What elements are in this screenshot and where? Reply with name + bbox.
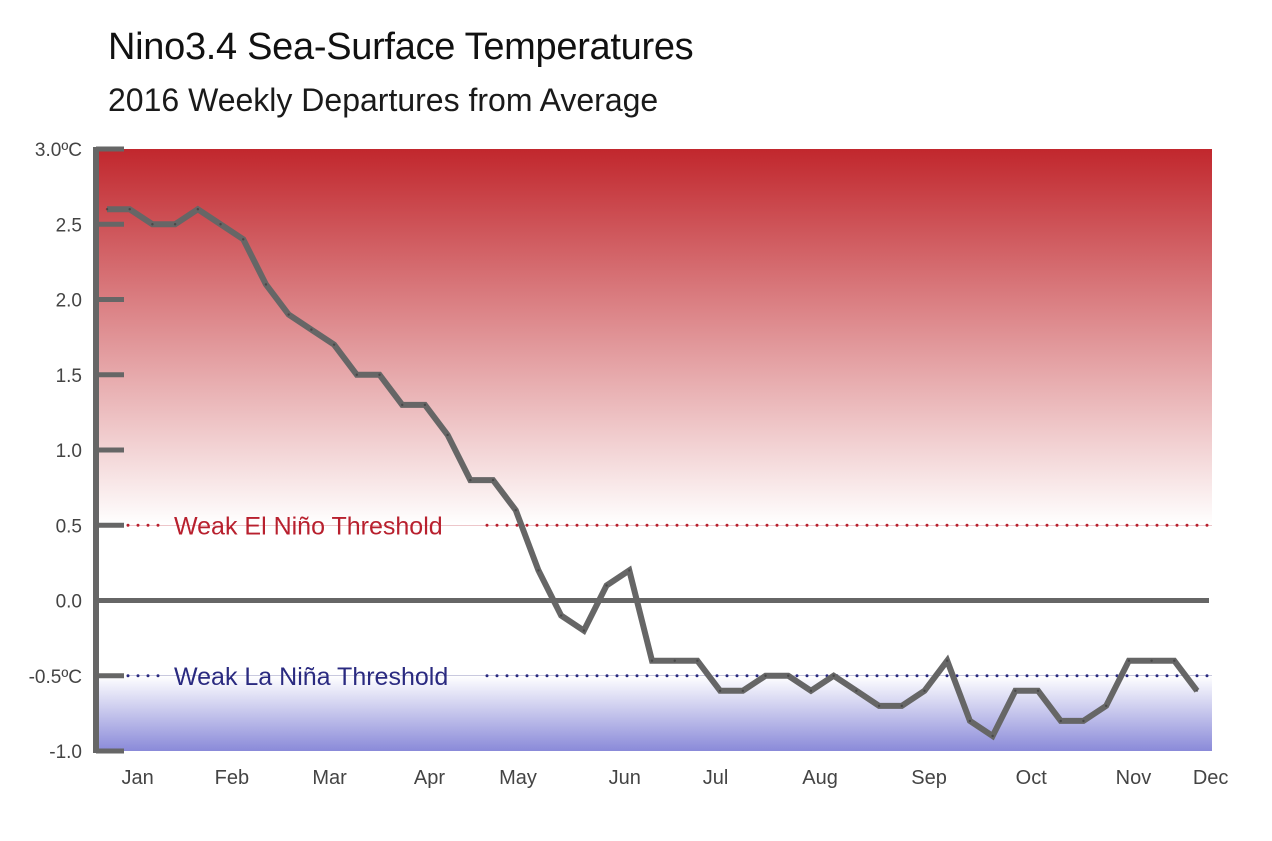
y-tick-label: -1.0 — [49, 742, 82, 763]
y-tick-label: 2.0 — [56, 291, 82, 312]
data-point — [446, 433, 449, 437]
data-point — [196, 208, 200, 211]
data-point — [946, 659, 949, 662]
chart-title: Nino3.4 Sea-Surface Temperatures — [108, 26, 694, 68]
data-point — [718, 689, 722, 692]
data-point — [491, 478, 495, 482]
data-point — [151, 223, 154, 226]
data-point — [514, 509, 517, 512]
x-tick-label: Sep — [911, 767, 947, 789]
x-tick-label: Oct — [1016, 767, 1048, 789]
data-point — [1036, 689, 1040, 692]
y-tick-label: 2.5 — [56, 215, 82, 236]
data-point — [378, 373, 381, 376]
threshold-la-nina: Weak La Niña Threshold — [126, 663, 1214, 691]
x-tick-label: Apr — [414, 767, 445, 789]
data-point — [173, 223, 177, 226]
data-point — [219, 223, 222, 226]
data-point — [855, 689, 858, 692]
data-point — [809, 689, 813, 692]
x-tick-label: Mar — [312, 767, 347, 789]
data-point — [1104, 704, 1108, 708]
data-point — [469, 478, 472, 482]
data-point — [242, 238, 245, 241]
data-point — [650, 659, 654, 662]
data-point — [673, 659, 676, 662]
data-point — [264, 283, 268, 286]
data-point — [968, 719, 972, 723]
data-point — [423, 403, 427, 407]
data-point — [832, 674, 835, 677]
y-tick-label: 0.0 — [56, 592, 82, 613]
threshold-el-nino: Weak El Niño Threshold — [126, 512, 1214, 540]
y-tick-label: 3.0ºC — [35, 140, 82, 161]
data-point — [1014, 689, 1017, 692]
data-point — [787, 674, 790, 677]
data-point — [537, 569, 540, 572]
y-tick-label: 1.0 — [56, 441, 82, 462]
data-point — [1173, 659, 1176, 662]
threshold-label: Weak La Niña Threshold — [174, 663, 448, 691]
data-point — [696, 659, 699, 662]
data-point — [332, 343, 336, 346]
data-point — [355, 373, 358, 376]
x-tick-label: Dec — [1193, 767, 1229, 789]
x-tick-label: Feb — [215, 767, 249, 789]
data-point — [287, 313, 290, 316]
threshold-label: Weak El Niño Threshold — [174, 512, 443, 540]
data-point — [582, 629, 586, 632]
data-point — [401, 403, 404, 407]
data-point — [764, 674, 767, 677]
y-tick-label: 0.5 — [56, 516, 82, 537]
x-tick-label: Jun — [609, 767, 641, 789]
x-axis-labels: Jan Feb Mar Apr May Jun Jul Aug Sep Oct Nov Dec — [122, 767, 1229, 789]
x-tick-label: Aug — [802, 767, 838, 789]
x-tick-label: May — [499, 767, 537, 789]
chart-subtitle: 2016 Weekly Departures from Average — [108, 82, 659, 118]
x-tick-label: Jan — [122, 767, 154, 789]
data-point — [923, 689, 926, 692]
data-point — [1127, 659, 1131, 662]
x-tick-label: Jul — [703, 767, 729, 789]
data-point — [1059, 719, 1062, 723]
data-point — [741, 689, 745, 692]
warm-band — [96, 149, 1212, 526]
threshold-lines: Weak El Niño Threshold Weak La Niña Thres… — [126, 512, 1214, 691]
data-point — [310, 328, 313, 331]
data-point — [900, 704, 903, 708]
data-point — [877, 704, 881, 708]
data-point — [991, 734, 994, 738]
y-tick-label: -0.5ºC — [29, 667, 82, 688]
data-point — [105, 208, 109, 211]
data-point — [605, 584, 608, 587]
x-tick-label: Nov — [1116, 767, 1152, 789]
y-tick-label: 1.5 — [56, 366, 82, 387]
series-group — [105, 205, 1200, 741]
data-point — [1082, 719, 1085, 723]
data-point — [628, 569, 631, 572]
data-point — [128, 208, 131, 211]
data-point — [1195, 689, 1199, 692]
y-axis: 3.0ºC 2.5 2.0 1.5 1.0 0.5 0.0 -0.5ºC -1.0 — [29, 140, 124, 763]
data-point — [1150, 659, 1153, 662]
data-point — [559, 614, 563, 617]
